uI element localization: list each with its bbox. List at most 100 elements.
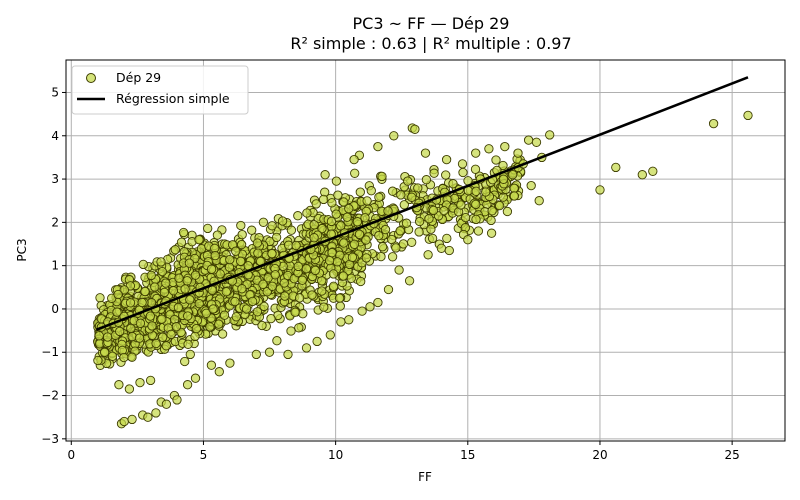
scatter-point — [252, 238, 263, 248]
scatter-point — [236, 256, 246, 266]
y-tick-label: 4 — [51, 129, 59, 143]
scatter-point — [161, 278, 171, 288]
scatter-point — [471, 199, 481, 210]
scatter-point — [326, 216, 337, 227]
scatter-point — [458, 167, 468, 178]
scatter-point — [115, 326, 125, 337]
scatter-point — [460, 212, 471, 223]
scatter-point — [214, 367, 224, 377]
scatter-point — [399, 200, 409, 210]
scatter-point — [214, 319, 224, 329]
scatter-point — [158, 332, 168, 342]
scatter-point — [318, 194, 329, 205]
scatter-point — [349, 154, 359, 165]
scatter-point — [324, 255, 335, 266]
scatter-point — [176, 237, 187, 247]
scatter-point — [113, 289, 123, 300]
scatter-point — [183, 311, 193, 321]
scatter-point — [362, 196, 372, 206]
scatter-point — [190, 270, 201, 280]
scatter-point — [373, 141, 383, 152]
scatter-point — [236, 239, 247, 250]
scatter-point — [134, 333, 145, 343]
scatter-point — [471, 148, 481, 158]
scatter-point — [357, 306, 367, 316]
scatter-point — [145, 311, 156, 321]
scatter-point — [294, 293, 305, 303]
scatter-point — [328, 269, 339, 279]
scatter-point — [611, 162, 621, 173]
scatter-point — [311, 199, 321, 209]
scatter-point — [473, 226, 484, 236]
scatter-point — [335, 301, 345, 311]
scatter-point — [127, 352, 137, 362]
scatter-point — [441, 154, 452, 165]
scatter-point — [294, 323, 304, 333]
scatter-point — [354, 229, 365, 239]
scatter-point — [414, 227, 424, 237]
scatter-point — [298, 309, 308, 319]
scatter-point — [403, 176, 413, 186]
scatter-point — [424, 214, 434, 224]
scatter-point — [309, 220, 319, 230]
scatter-point — [331, 209, 341, 219]
scatter-point — [317, 223, 327, 234]
scatter-point — [119, 416, 129, 427]
x-tick-label: 0 — [67, 448, 75, 462]
scatter-point — [332, 257, 342, 267]
scatter-point — [374, 192, 384, 202]
scatter-point — [377, 242, 388, 252]
scatter-point — [481, 187, 491, 197]
scatter-point — [125, 298, 136, 308]
scatter-point — [344, 203, 354, 214]
scatter-point — [182, 380, 193, 390]
scatter-point — [383, 206, 393, 216]
scatter-point — [317, 286, 327, 296]
scatter-point — [112, 307, 122, 317]
y-tick-label: 5 — [51, 85, 59, 99]
scatter-point — [206, 360, 217, 370]
scatter-point — [210, 250, 220, 261]
scatter-point — [361, 235, 371, 245]
scatter-point — [293, 261, 303, 272]
scatter-point — [380, 224, 391, 235]
scatter-point — [95, 293, 105, 303]
scatter-point — [365, 302, 375, 312]
scatter-point — [114, 380, 124, 390]
scatter-point — [470, 164, 481, 174]
scatter-point — [457, 159, 468, 169]
scatter-point — [429, 168, 439, 178]
scatter-point — [349, 239, 360, 249]
scatter-point — [241, 304, 252, 314]
scatter-point — [331, 176, 342, 186]
scatter-point — [327, 198, 337, 208]
scatter-point — [225, 358, 235, 368]
scatter-point — [94, 331, 104, 341]
scatter-point — [231, 312, 241, 322]
legend-marker-scatter — [86, 73, 96, 83]
scatter-point — [394, 265, 404, 275]
scatter-point — [251, 349, 261, 360]
scatter-point — [395, 226, 405, 236]
scatter-point — [180, 356, 190, 367]
scatter-point — [279, 278, 289, 288]
scatter-point — [135, 318, 146, 328]
scatter-point — [410, 124, 420, 134]
scatter-point — [396, 190, 406, 200]
x-tick-label: 10 — [328, 448, 343, 462]
scatter-point — [377, 171, 387, 182]
scatter-point — [428, 205, 439, 216]
legend-box — [71, 65, 249, 115]
scatter-point — [327, 248, 337, 258]
scatter-point — [174, 273, 184, 283]
scatter-point — [93, 355, 103, 366]
scatter-point — [215, 269, 225, 279]
y-tick-label: −2 — [41, 389, 59, 403]
scatter-point — [302, 208, 312, 218]
chart-title: PC3 ~ FF — Dép 29 — [353, 14, 510, 33]
scatter-point — [336, 317, 346, 327]
scatter-point — [138, 259, 148, 270]
y-axis-label: PC3 — [15, 238, 29, 261]
x-axis-label: FF — [418, 470, 432, 484]
scatter-point — [180, 284, 190, 294]
